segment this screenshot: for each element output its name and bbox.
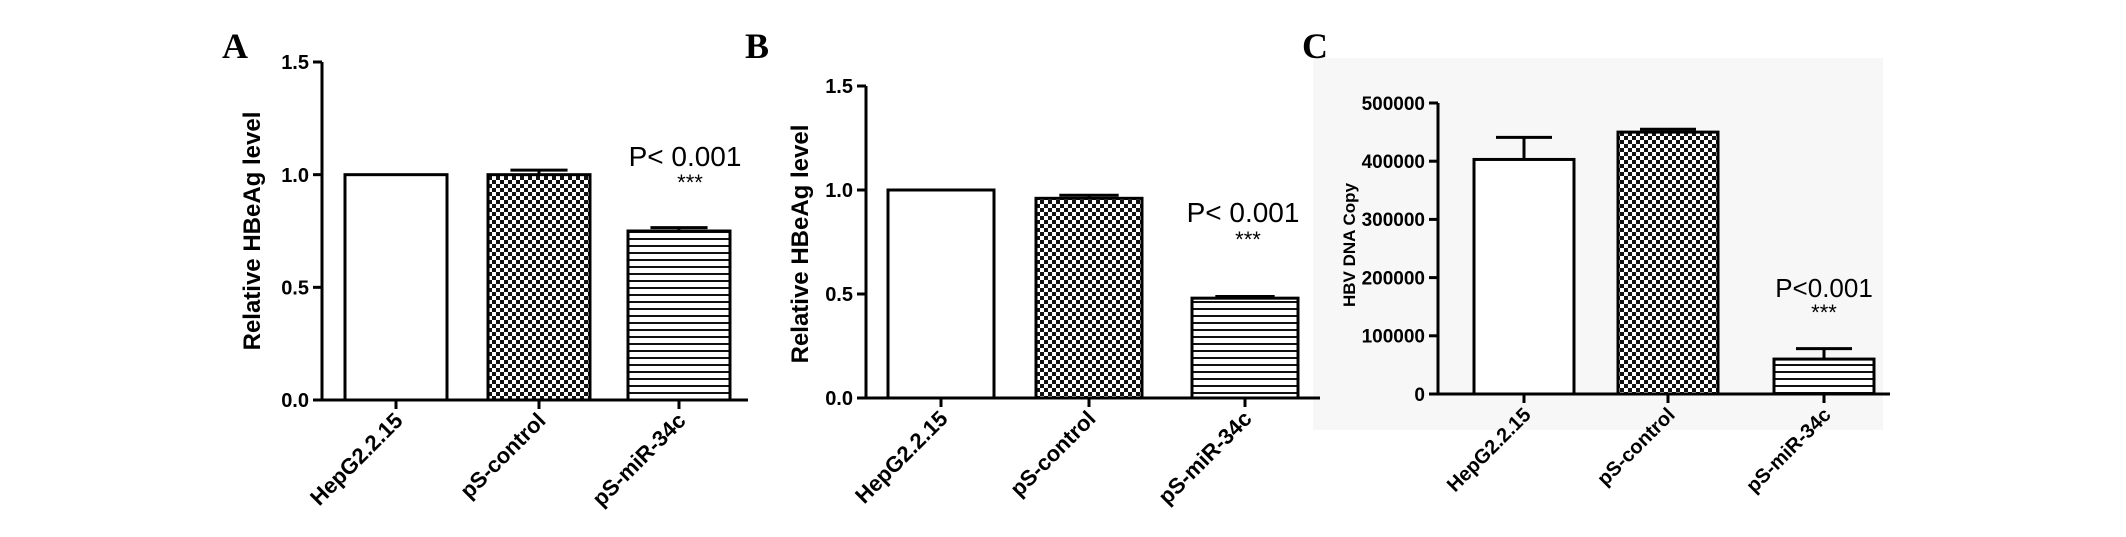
p-value-annotation: P< 0.001 bbox=[629, 141, 742, 172]
significance-stars: *** bbox=[1235, 227, 1261, 252]
panel-letter: B bbox=[745, 26, 769, 66]
bar-hepg2-2-15 bbox=[886, 188, 996, 400]
x-tick-label: HepG2.2.15 bbox=[850, 406, 952, 508]
bar-ps-control bbox=[1616, 130, 1720, 396]
y-tick-label: 1.5 bbox=[825, 76, 853, 98]
bar-ps-control bbox=[486, 173, 592, 402]
y-tick-label: 1.0 bbox=[825, 180, 853, 202]
x-tick-label: pS-miR-34c bbox=[587, 408, 690, 511]
bar-ps-mir-34c bbox=[1190, 296, 1300, 400]
y-tick-label: 0 bbox=[1414, 385, 1425, 406]
y-tick-label: 500000 bbox=[1362, 94, 1425, 115]
y-tick-label: 0.5 bbox=[281, 278, 309, 300]
x-tick-label: pS-control bbox=[455, 408, 550, 503]
bar-ps-mir-34c bbox=[626, 229, 732, 402]
bar-hepg2-2-15 bbox=[343, 173, 449, 402]
significance-stars: *** bbox=[1811, 300, 1837, 325]
p-value-annotation: P< 0.001 bbox=[1187, 197, 1300, 228]
bar-ps-control bbox=[1034, 196, 1144, 400]
y-axis-label: Relative HBeAg level bbox=[239, 112, 266, 351]
panel-letter: A bbox=[222, 26, 248, 66]
x-tick-label: pS-miR-34c bbox=[1153, 406, 1256, 509]
y-tick-label: 200000 bbox=[1362, 268, 1425, 289]
x-tick-label: pS-control bbox=[1005, 406, 1100, 501]
y-tick-label: 0.5 bbox=[825, 284, 853, 306]
chart-panel-a: A 0.0 0.5 1.0 1.5 Relative HBeAg level HepG2.2… bbox=[222, 26, 748, 511]
y-axis-label: Relative HBeAg level bbox=[787, 125, 814, 364]
panel-letter: C bbox=[1302, 26, 1328, 66]
y-tick-label: 0.0 bbox=[825, 388, 853, 410]
significance-stars: *** bbox=[677, 170, 703, 195]
y-tick-label: 1.5 bbox=[281, 52, 309, 74]
y-tick-label: 0.0 bbox=[281, 390, 309, 412]
p-value-annotation: P<0.001 bbox=[1775, 273, 1873, 303]
bar-hepg2-2-15 bbox=[1472, 157, 1576, 396]
y-tick-label: 300000 bbox=[1362, 210, 1425, 231]
y-axis-label: HBV DNA Copy bbox=[1340, 182, 1359, 307]
chart-panel-b: B 0.0 0.5 1.0 1.5 Relative HBeAg level HepG2.2… bbox=[745, 26, 1320, 509]
y-tick-label: 400000 bbox=[1362, 152, 1425, 173]
bar-ps-mir-34c bbox=[1772, 357, 1876, 396]
y-tick-label: 1.0 bbox=[281, 165, 309, 187]
x-tick-label: HepG2.2.15 bbox=[305, 408, 407, 510]
y-tick-label: 100000 bbox=[1362, 327, 1425, 348]
